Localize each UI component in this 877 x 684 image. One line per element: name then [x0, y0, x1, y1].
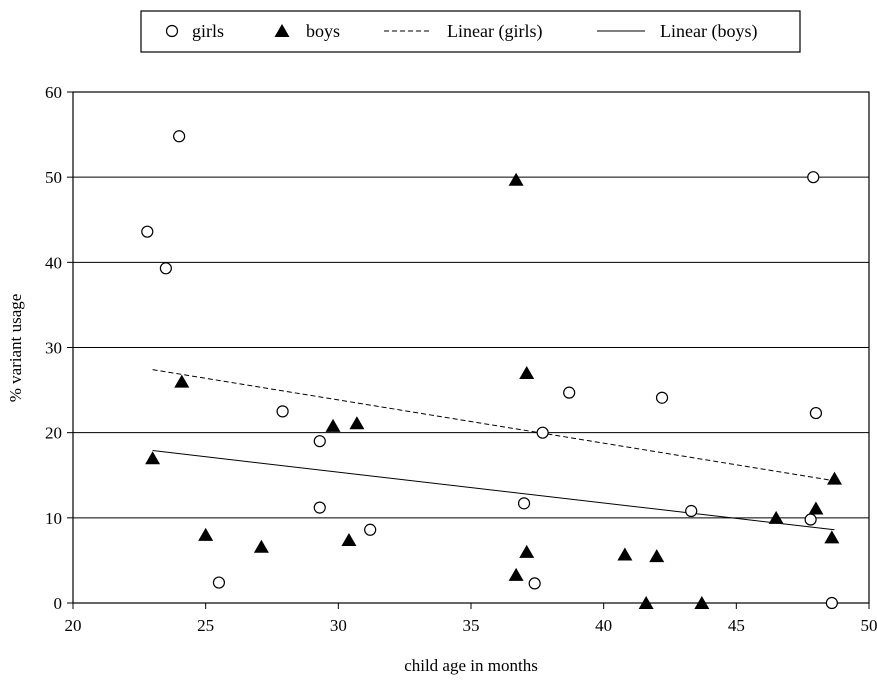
x-axis-label: child age in months: [404, 656, 538, 675]
point-girls-16: [810, 408, 821, 419]
y-tick-label-20: 20: [45, 424, 62, 443]
point-girls-1: [160, 263, 171, 274]
point-girls-14: [805, 514, 816, 525]
y-tick-label-10: 10: [45, 509, 62, 528]
point-girls-6: [314, 502, 325, 513]
x-tick-label-40: 40: [595, 616, 612, 635]
point-boys-18: [827, 472, 842, 485]
point-girls-8: [519, 498, 530, 509]
point-boys-5: [341, 533, 356, 546]
x-tick-label-50: 50: [861, 616, 877, 635]
point-boys-7: [509, 173, 524, 186]
point-boys-8: [509, 568, 524, 581]
x-tick-label-25: 25: [197, 616, 214, 635]
point-girls-17: [826, 598, 837, 609]
point-boys-9: [519, 366, 534, 379]
y-tick-label-40: 40: [45, 253, 62, 272]
point-boys-11: [617, 547, 632, 560]
y-tick-label-60: 60: [45, 83, 62, 102]
x-tick-label-20: 20: [65, 616, 82, 635]
legend-linear-girls-label: Linear (girls): [447, 21, 542, 42]
legend-boys-label: boys: [306, 21, 340, 41]
legend: girls boys Linear (girls) Linear (boys): [141, 11, 800, 52]
trendline-girls: [153, 370, 832, 481]
point-girls-11: [564, 387, 575, 398]
point-boys-2: [198, 528, 213, 541]
point-girls-13: [686, 506, 697, 517]
y-tick-label-30: 30: [45, 339, 62, 358]
point-boys-0: [145, 451, 160, 464]
x-tick-label-45: 45: [728, 616, 745, 635]
point-girls-3: [213, 577, 224, 588]
point-girls-9: [529, 578, 540, 589]
legend-linear-boys-label: Linear (boys): [660, 21, 757, 42]
point-girls-7: [365, 524, 376, 535]
x-axis-ticks: 20 25 30 35 40 45 50: [65, 603, 877, 635]
x-tick-label-30: 30: [330, 616, 347, 635]
legend-girls-marker: [167, 26, 178, 37]
y-axis-label: % variant usage: [6, 294, 25, 403]
point-boys-16: [808, 501, 823, 514]
point-girls-15: [808, 172, 819, 183]
point-boys-3: [254, 540, 269, 553]
point-boys-10: [519, 545, 534, 558]
point-girls-4: [277, 406, 288, 417]
point-girls-2: [174, 131, 185, 142]
x-tick-label-35: 35: [463, 616, 480, 635]
point-boys-17: [824, 530, 839, 543]
trendlines: [153, 370, 835, 530]
y-tick-label-0: 0: [54, 594, 63, 613]
y-tick-label-50: 50: [45, 168, 62, 187]
point-girls-12: [657, 392, 668, 403]
data-points: [142, 131, 842, 609]
point-boys-13: [649, 549, 664, 562]
legend-girls-label: girls: [192, 21, 224, 41]
point-boys-6: [349, 416, 364, 429]
y-axis-ticks: 0 10 20 30 40 50 60: [45, 83, 73, 613]
point-girls-0: [142, 226, 153, 237]
point-girls-10: [537, 427, 548, 438]
point-boys-4: [326, 419, 341, 432]
point-boys-1: [174, 375, 189, 388]
point-girls-5: [314, 436, 325, 447]
